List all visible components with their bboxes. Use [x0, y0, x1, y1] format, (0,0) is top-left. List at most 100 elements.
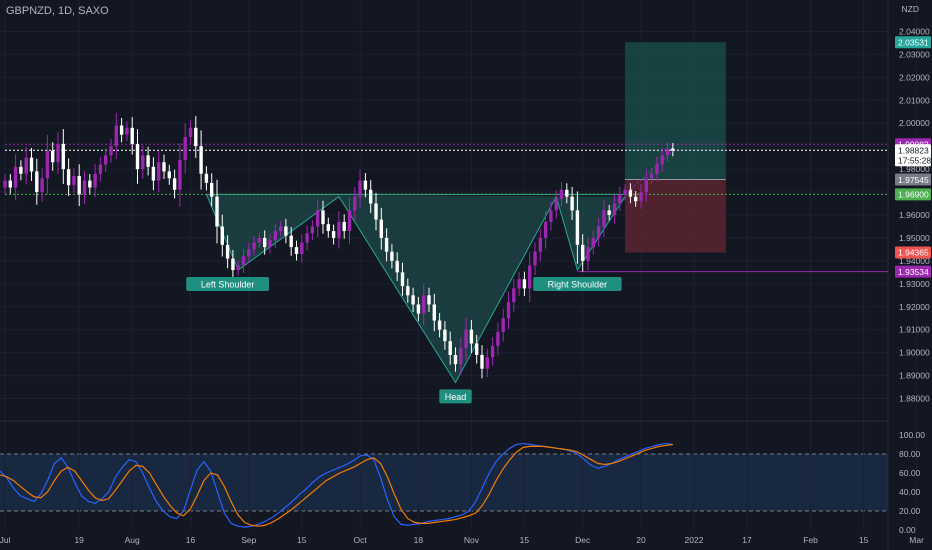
candle-body: [51, 150, 55, 163]
stochastic-tick-label: 20.00: [899, 506, 921, 516]
candle: [125, 121, 129, 142]
time-tick-label: Jul: [0, 535, 11, 545]
candle-body: [241, 256, 246, 266]
price-axis-layer: NZD 2.04000 2.03000 2.02000 2.01000 2.00000 1.…: [899, 4, 930, 535]
candle-body: [644, 178, 648, 193]
candle: [19, 160, 23, 181]
stochastic-lines-layer: [0, 442, 673, 528]
candles-layer: [3, 112, 675, 379]
time-tick-label: 19: [74, 535, 84, 545]
price-tick-label: 2.02000: [899, 72, 930, 82]
stochastic-tick-label: 0.00: [899, 525, 916, 535]
candle: [119, 117, 124, 143]
price-tick-label: 2.03000: [899, 49, 930, 59]
candle: [56, 132, 60, 174]
candle-body: [612, 203, 617, 215]
candle: [496, 322, 500, 356]
symbol-title: GBPNZD, 1D, SAXO: [6, 5, 109, 17]
price-tag-text: 1.97545: [898, 175, 929, 185]
candle: [422, 283, 426, 326]
candle-body: [13, 166, 18, 188]
candle: [602, 199, 606, 238]
candle: [204, 166, 209, 191]
candle-body: [3, 180, 7, 188]
price-tag-box: [895, 36, 931, 49]
candle: [35, 158, 39, 205]
candle: [114, 112, 118, 159]
candle-body: [411, 295, 415, 305]
candle-body: [268, 240, 272, 248]
stochastic-tick-label: 40.00: [899, 487, 921, 497]
candle: [448, 331, 452, 365]
candle: [284, 218, 288, 244]
candle-body: [125, 127, 129, 135]
candle: [305, 225, 309, 251]
candle-body: [623, 189, 627, 195]
price-tick-label: 1.91000: [899, 325, 930, 335]
candle: [644, 168, 648, 202]
candle-body: [570, 196, 574, 211]
candle-body: [596, 226, 601, 238]
candle-body: [252, 242, 256, 250]
stochastic-line-d: [0, 443, 673, 527]
candle: [130, 117, 134, 155]
candle-body: [390, 251, 394, 261]
candle-body: [300, 242, 304, 254]
candle-body: [66, 169, 71, 186]
candle: [167, 164, 171, 185]
time-tick-label: 18: [414, 535, 424, 545]
candle: [400, 262, 405, 296]
pattern-label: Right Shoulder: [533, 276, 622, 291]
time-tick-label: 20: [636, 535, 646, 545]
candle-body: [29, 157, 34, 172]
candle-body: [236, 265, 240, 271]
candle-body: [88, 180, 92, 188]
price-tick-label: 1.89000: [899, 371, 930, 381]
candle-body: [395, 260, 399, 273]
candle-body: [342, 221, 346, 232]
candle-body: [575, 210, 580, 245]
candle-body: [374, 203, 378, 220]
pattern-label-text: Left Shoulder: [201, 279, 255, 289]
candle-body: [178, 159, 182, 190]
candle: [464, 318, 468, 360]
candle-body: [459, 348, 463, 365]
candle-body: [188, 127, 193, 137]
candle-body: [353, 196, 357, 211]
candle: [390, 244, 394, 269]
candle: [565, 183, 569, 204]
price-tag-box: [895, 265, 931, 278]
candle-body: [384, 237, 389, 252]
candle: [220, 214, 224, 257]
candle: [273, 223, 277, 248]
candle: [316, 199, 320, 238]
candle: [8, 174, 12, 195]
candle-body: [61, 143, 65, 170]
candle-body: [506, 302, 511, 319]
price-tick-label: 2.01000: [899, 95, 930, 105]
candle: [628, 183, 633, 204]
candle-body: [671, 148, 675, 151]
candle: [210, 173, 214, 207]
candle-body: [316, 210, 320, 227]
candle-body: [475, 343, 479, 355]
candle-body: [19, 166, 23, 174]
candle: [183, 123, 187, 174]
candle: [331, 224, 336, 245]
candle-body: [305, 233, 309, 243]
price-levels-layer: [5, 143, 888, 273]
candle-body: [528, 265, 532, 289]
price-tags-layer: 2.035311.990831.975451.969001.943651.935…: [895, 36, 931, 278]
candle-body: [543, 221, 548, 238]
candle: [490, 337, 495, 366]
candle: [671, 142, 675, 157]
candle: [586, 237, 590, 271]
candle: [40, 168, 44, 202]
candle-body: [427, 295, 431, 305]
candle-body: [199, 146, 203, 174]
currency-label: NZD: [902, 4, 919, 14]
candle-body: [554, 198, 558, 211]
time-tick-label: Mar: [909, 535, 924, 545]
candle: [612, 194, 617, 224]
